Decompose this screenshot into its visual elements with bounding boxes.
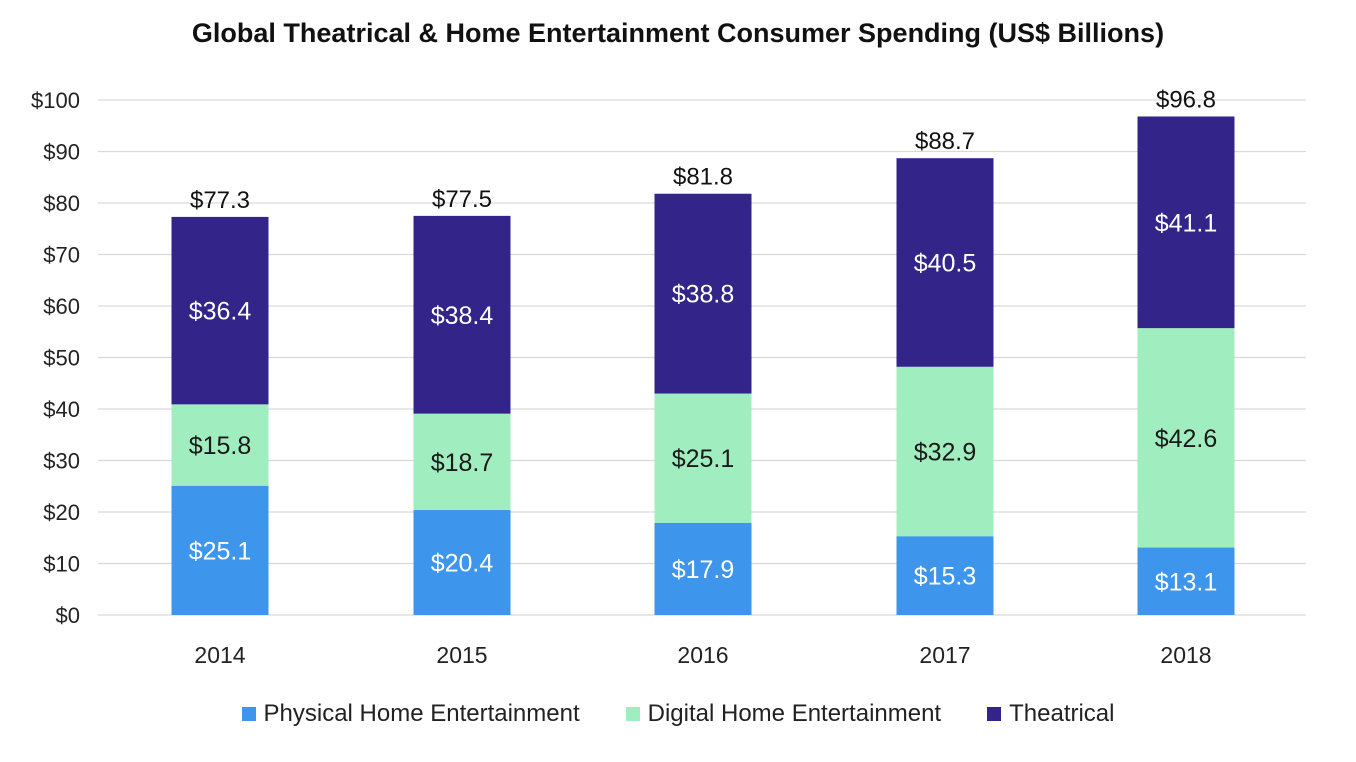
bar-segment	[171, 485, 269, 615]
legend-item: Digital Home Entertainment	[625, 700, 942, 728]
y-axis-ticks: $0 $10 $20 $30 $40 $50 $60 $70 $80 $90 $100	[31, 88, 80, 628]
data-label: $25.1	[189, 537, 252, 565]
y-tick-label: $70	[43, 243, 80, 268]
legend-item: Theatrical	[987, 700, 1114, 728]
data-label: $13.1	[1155, 568, 1218, 596]
y-tick-label: $10	[43, 552, 80, 577]
data-label: $25.1	[672, 445, 735, 473]
y-tick-label: $40	[43, 397, 80, 422]
data-label: $42.6	[1155, 425, 1218, 453]
legend-label: Theatrical	[1009, 700, 1115, 727]
bar-segment	[1137, 547, 1235, 615]
bar-segment	[896, 158, 994, 367]
y-tick-label: $0	[56, 603, 80, 628]
y-tick-label: $20	[43, 500, 80, 525]
legend-swatch	[241, 707, 256, 721]
x-tick-label: 2017	[919, 642, 970, 668]
bar-segment	[654, 522, 752, 615]
x-tick-label: 2015	[436, 642, 487, 668]
x-tick-label: 2018	[1160, 642, 1211, 668]
legend-swatch	[625, 707, 640, 721]
x-tick-label: 2016	[677, 642, 728, 668]
total-label: $96.8	[1156, 86, 1216, 113]
data-label: $40.5	[914, 249, 977, 277]
bar-segment	[896, 536, 994, 615]
data-label: $15.3	[914, 563, 977, 591]
bar-segment	[413, 215, 511, 414]
y-tick-label: $60	[43, 294, 80, 319]
data-label: $15.8	[189, 432, 252, 460]
bar-segment	[171, 404, 269, 486]
total-label: $77.3	[190, 187, 250, 214]
y-tick-label: $80	[43, 191, 80, 216]
data-label: $38.8	[672, 281, 735, 309]
bar-segment	[413, 509, 511, 615]
y-tick-label: $90	[43, 140, 80, 165]
y-tick-label: $50	[43, 346, 80, 371]
total-label: $88.7	[915, 128, 975, 155]
data-label: $41.1	[1155, 209, 1218, 237]
data-label: $18.7	[431, 449, 494, 477]
legend-item: Physical Home Entertainment	[241, 700, 580, 728]
bar-segment	[171, 216, 269, 405]
x-tick-label: 2014	[194, 642, 245, 668]
bar-segment	[1137, 116, 1235, 329]
legend-label: Digital Home Entertainment	[647, 700, 942, 727]
data-label: $20.4	[431, 549, 494, 577]
legend-swatch	[987, 707, 1002, 721]
bar-segment	[413, 413, 511, 510]
x-axis-ticks: 2014 2015 2016 2017 2018	[194, 642, 1211, 668]
bar-segment	[654, 193, 752, 394]
total-label: $77.5	[432, 186, 492, 213]
data-label: $17.9	[672, 556, 735, 584]
bar-segment	[654, 393, 752, 523]
bar-segment	[1137, 328, 1235, 548]
y-tick-label: $30	[43, 449, 80, 474]
legend: Physical Home Entertainment Digital Home …	[0, 700, 1356, 728]
data-label: $38.4	[431, 302, 494, 330]
legend-label: Physical Home Entertainment	[263, 700, 580, 727]
total-label: $81.8	[673, 164, 733, 191]
stacked-bar-chart: $0$10$20$30$40$50$60$70$80$90$100 $25.1$…	[31, 86, 1306, 668]
bar-segment	[896, 366, 994, 537]
data-label: $32.9	[914, 438, 977, 466]
y-tick-label: $100	[31, 88, 80, 113]
bars: $25.1 $15.8 $36.4 $77.3 $20.4 $18.7 $38.4 $77.5…	[171, 86, 1235, 615]
chart-title: Global Theatrical & Home Entertainment C…	[191, 18, 1165, 48]
data-label: $36.4	[189, 298, 252, 326]
